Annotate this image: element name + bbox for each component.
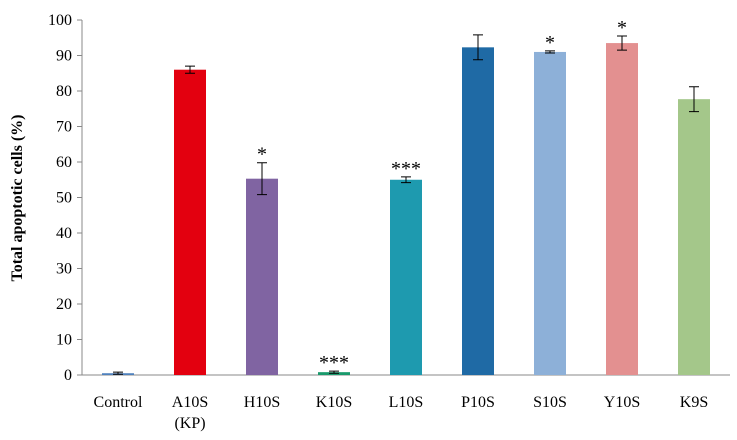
significance-label: *** [391,158,421,180]
y-tick-label: 30 [56,261,72,278]
x-tick-label: K10S [316,394,352,411]
x-tick-label: P10S [461,394,495,411]
error-bar [473,34,483,61]
bar [678,99,710,375]
significance-label: * [617,17,627,39]
y-tick-label: 100 [48,12,72,29]
x-tick-label: Control [94,394,143,411]
y-tick-label: 80 [56,83,72,100]
x-tick-label: L10S [389,394,424,411]
x-tick-label: H10S [244,394,280,411]
bar [534,51,566,375]
bar [246,178,278,375]
x-tick-label: K9S [680,394,708,411]
bar [606,43,638,375]
bar [174,69,206,375]
error-bar [617,35,627,51]
error-bar [257,162,267,196]
y-tick-label: 40 [56,225,72,242]
error-bar [689,86,699,113]
error-bar [401,176,411,184]
y-tick-label: 0 [64,367,72,384]
y-tick-label: 50 [56,190,72,207]
y-tick-label: 20 [56,296,72,313]
y-axis-label: Total apoptotic cells (%) [9,115,26,282]
significance-label: *** [319,352,349,374]
error-bar [545,50,555,54]
y-tick-label: 90 [56,48,72,65]
y-tick-label: 60 [56,154,72,171]
bar [462,47,494,376]
y-tick-label: 10 [56,332,72,349]
error-bar [113,371,123,375]
bar [390,179,422,375]
significance-label: * [257,144,267,166]
significance-label: * [545,32,555,54]
error-bar [329,370,339,374]
error-bar [185,65,195,74]
y-tick-label: 70 [56,119,72,136]
x-tick-label: S10S [533,394,567,411]
x-tick-label: Y10S [604,394,640,411]
x-tick-label: A10S (KP) [172,394,208,432]
